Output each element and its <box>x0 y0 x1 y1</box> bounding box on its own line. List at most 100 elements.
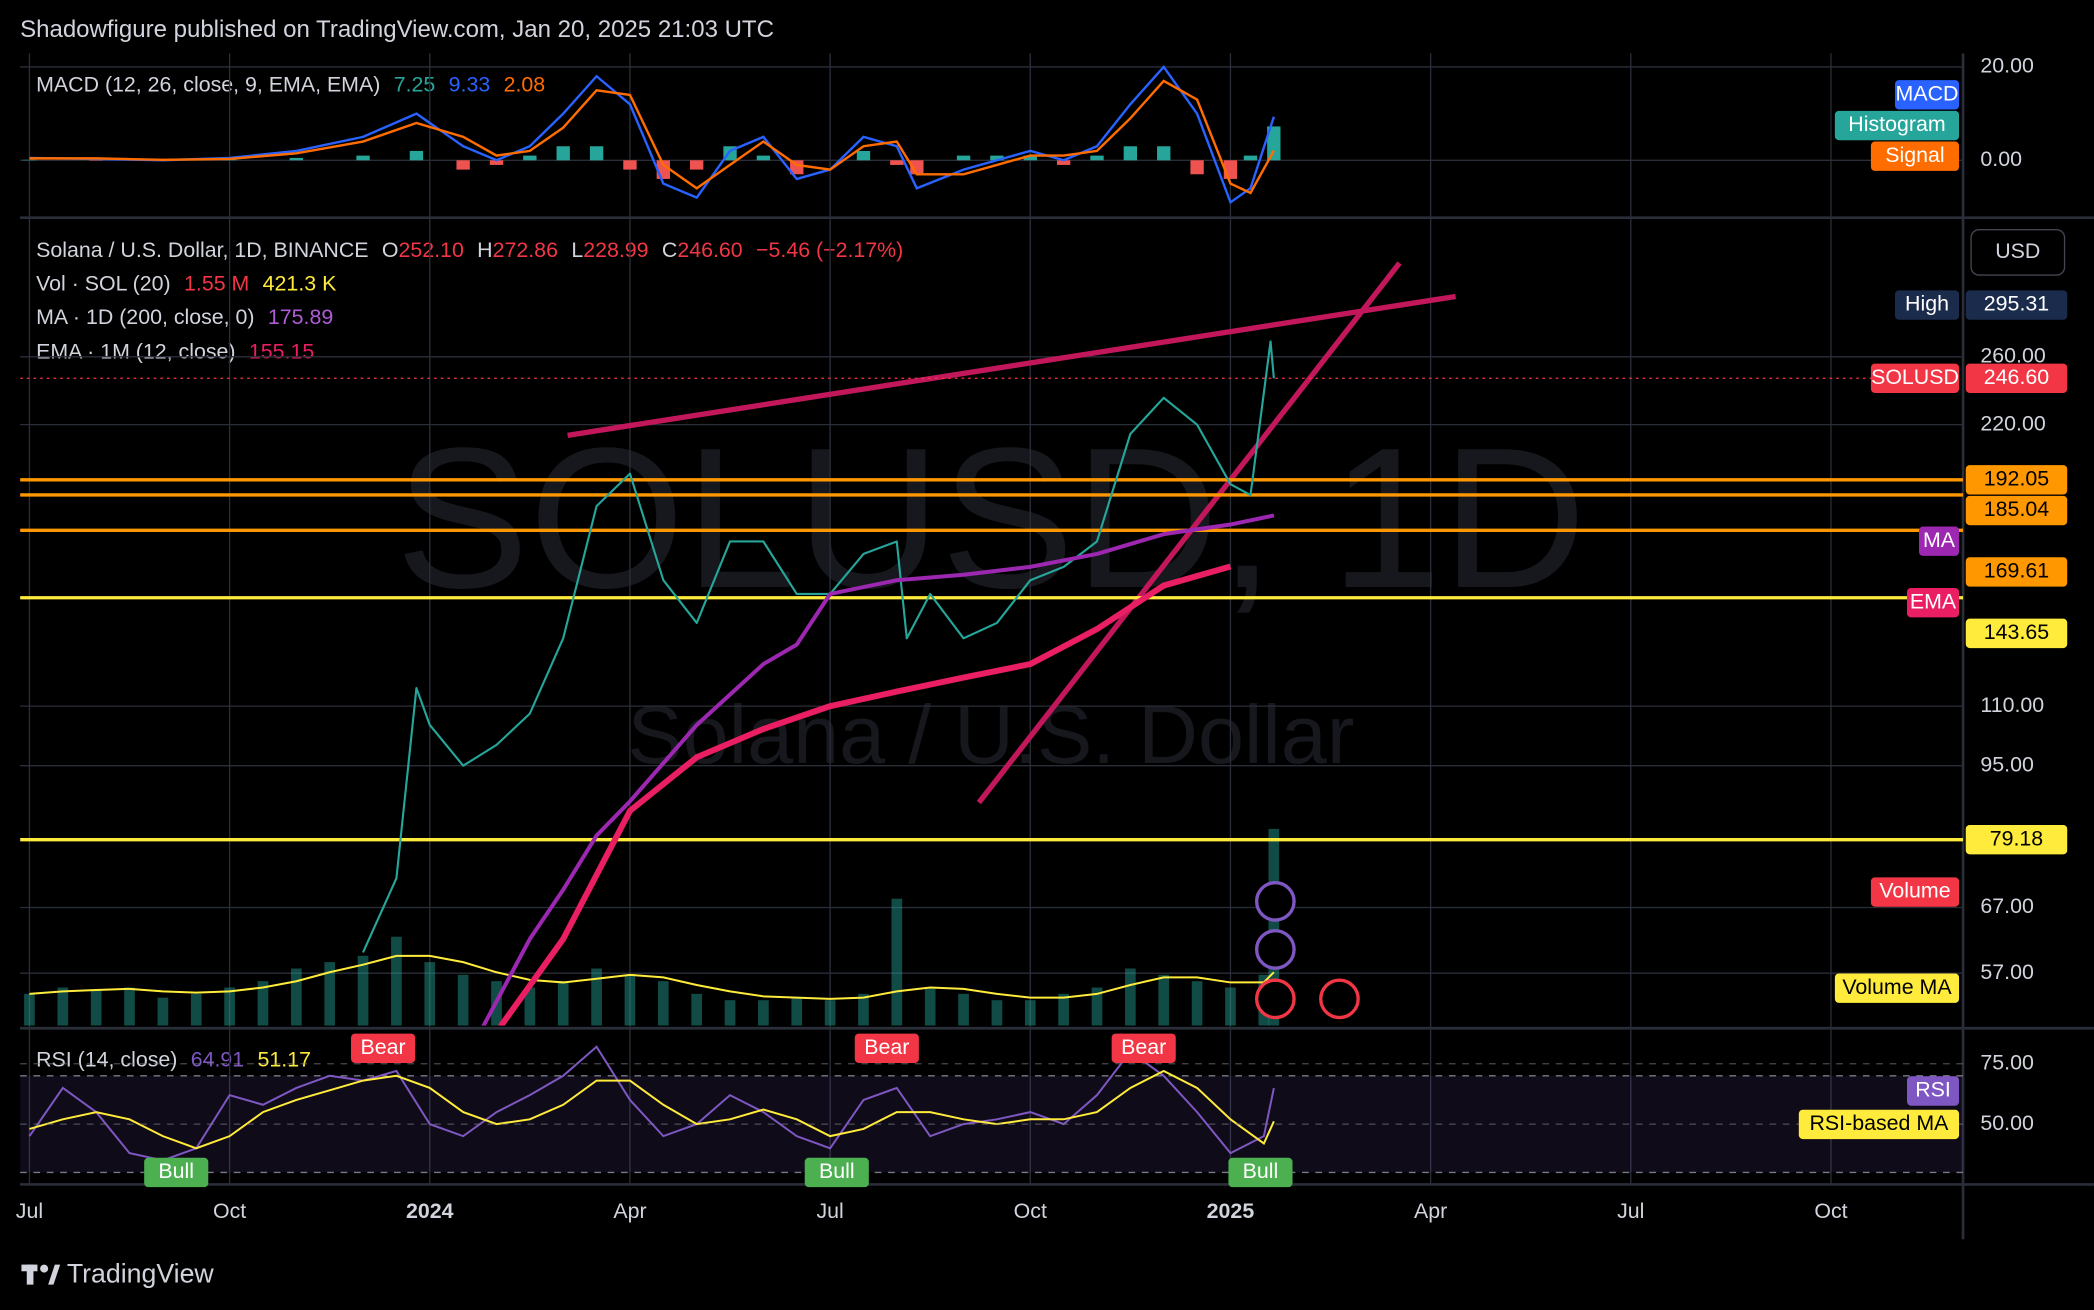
volume-bar <box>190 993 202 1026</box>
volume-bar <box>1191 981 1203 1026</box>
histogram-bar <box>1157 146 1171 161</box>
x-tick-label: Apr <box>613 1199 646 1223</box>
name-tag-label: SOLUSD <box>1871 365 1959 389</box>
y-tick-label: 67.00 <box>1980 894 2034 918</box>
histogram-bar <box>356 155 370 161</box>
x-tick-label: 2024 <box>406 1199 454 1223</box>
volume-bar <box>124 987 135 1026</box>
histogram-bar <box>756 155 771 161</box>
histogram-bar <box>1267 126 1281 161</box>
axis-tag <box>1965 618 2068 649</box>
x-tick-label: Jul <box>1617 1199 1644 1223</box>
volume <box>24 828 1280 1026</box>
volume-bar <box>24 993 35 1026</box>
price-series-line <box>481 513 1275 1026</box>
volume-bar <box>924 987 936 1026</box>
x-tick-label: Apr <box>1414 1199 1447 1223</box>
name-tag <box>1870 363 1960 393</box>
footer-brand: TradingView <box>67 1258 215 1288</box>
y-tick-label: 260.00 <box>1980 343 2045 367</box>
volume-bar <box>657 981 669 1026</box>
signal-label: Bull <box>158 1159 194 1183</box>
histogram-bar <box>489 160 504 165</box>
histogram-bar <box>589 146 604 161</box>
y-tick-label: 20.00 <box>1980 54 2034 78</box>
volume-bar <box>424 962 436 1026</box>
volume-bar <box>958 993 969 1026</box>
ema-legend: EMA · 1M (12, close) 155.15 <box>36 339 314 363</box>
volume-bar <box>1158 974 1170 1026</box>
histogram-bar <box>890 160 904 165</box>
price-series-line <box>362 340 1275 953</box>
trendline <box>976 261 1402 805</box>
y-tick-label: 110.00 <box>1980 693 2044 717</box>
name-tag-label: Histogram <box>1848 112 1945 136</box>
volume-bar <box>357 955 369 1026</box>
volume-bar <box>1058 993 1069 1026</box>
y-tick-label: 0.00 <box>1980 147 2022 171</box>
pane-borders <box>20 53 2094 1240</box>
axis-tag-value: 246.60 <box>1984 365 2049 389</box>
histogram-bar <box>990 155 1004 161</box>
currency-button[interactable] <box>1970 229 2066 276</box>
volume-bar <box>1024 1000 1036 1026</box>
histogram-bar <box>523 155 537 161</box>
name-tag-label: RSI <box>1915 1078 1951 1102</box>
volume-bar <box>1268 828 1280 1026</box>
x-tick-label: Oct <box>1014 1199 1047 1223</box>
histogram-bar <box>1190 160 1204 175</box>
axis-tag-value: 192.05 <box>1984 466 2049 490</box>
x-tick-label: Jul <box>816 1199 843 1223</box>
name-tag <box>1906 587 1960 618</box>
event-icon <box>1254 978 1296 1020</box>
name-tag-label: High <box>1905 292 1949 316</box>
footer-logo <box>21 1264 61 1285</box>
x-tick-label: Oct <box>213 1199 246 1223</box>
volume-bar <box>557 981 569 1026</box>
volume-bar <box>290 968 302 1026</box>
volume-bar <box>724 1000 736 1026</box>
macd-legend: MACD (12, 26, close, 9, EMA, EMA) 7.25 9.3… <box>36 72 545 96</box>
name-tag <box>1834 110 1960 141</box>
histogram-bar <box>556 146 570 161</box>
axis-tag <box>1965 824 2068 855</box>
name-tag <box>1834 973 1960 1003</box>
volume-bar <box>791 997 803 1026</box>
volume-bar <box>624 974 636 1026</box>
signal-label-bg <box>144 1157 209 1188</box>
volume-bar <box>758 1000 769 1026</box>
volume-bar <box>457 974 469 1026</box>
volume-bar <box>391 936 402 1026</box>
currency[interactable]: USD <box>1995 239 2040 263</box>
signal-label-bg <box>854 1033 919 1063</box>
volume-ma-line <box>29 954 1275 1000</box>
volume-bar <box>591 968 602 1026</box>
histogram-bar <box>1243 155 1258 161</box>
signal-label: Bull <box>1243 1159 1279 1183</box>
y-tick-label: 57.00 <box>1980 960 2034 984</box>
name-tag <box>1918 526 1960 556</box>
signal-label-bg <box>1111 1033 1176 1063</box>
axis-tag <box>1965 557 2068 587</box>
name-tag <box>1894 290 1960 320</box>
signal-label: Bear <box>361 1035 406 1059</box>
volume-bar <box>1125 968 1136 1026</box>
signal-label-bg <box>1228 1157 1293 1188</box>
volume-bar <box>991 1000 1003 1026</box>
axis-tag <box>1965 290 2068 320</box>
volume-bar <box>1225 987 1236 1026</box>
histogram-bar <box>689 160 704 170</box>
event-icon <box>1254 929 1296 970</box>
volume-bar <box>224 987 235 1026</box>
name-tag-label: Volume MA <box>1842 975 1952 999</box>
histogram-bar <box>409 150 424 161</box>
volume-bar <box>691 993 703 1026</box>
axis-tag <box>1965 465 2068 495</box>
volume-bar <box>891 898 903 1026</box>
name-tag <box>1798 1109 1960 1140</box>
axis-tag <box>1965 363 2068 393</box>
x-tick-label: Oct <box>1814 1199 1847 1223</box>
name-tag <box>1894 80 1960 110</box>
name-tag-label: Signal <box>1885 143 1944 167</box>
